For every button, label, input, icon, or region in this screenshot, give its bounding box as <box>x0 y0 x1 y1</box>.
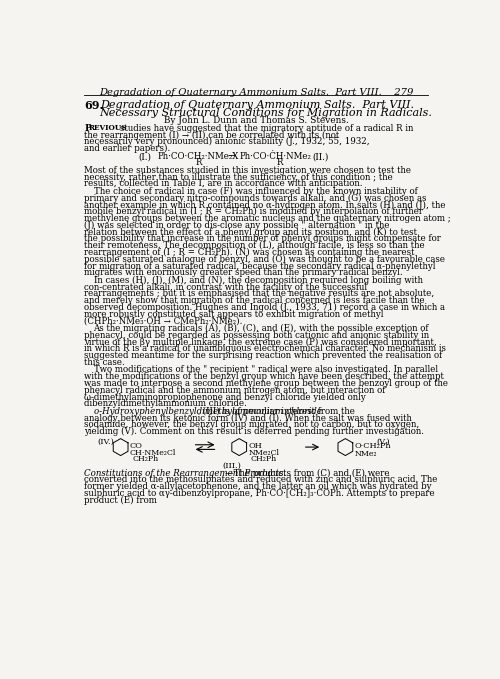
Text: in which R is a radical of unambiguous electrochemical character. No mechanism i: in which R is a radical of unambiguous e… <box>84 344 446 353</box>
Text: sulphuric acid to αγ-dibenzoylpropane, Ph·CO·[CH₂]₃·COPh. Attempts to prepare: sulphuric acid to αγ-dibenzoylpropane, P… <box>84 489 435 498</box>
Text: o-Hydroxyphenylbenzyldimethylammonium chloride: o-Hydroxyphenylbenzyldimethylammonium ch… <box>94 407 322 416</box>
Text: rearrangements ; but it is emphasised that the negative results are not absolute: rearrangements ; but it is emphasised th… <box>84 289 434 298</box>
Text: (V.): (V.) <box>376 438 390 446</box>
Text: R: R <box>196 158 202 167</box>
Text: OH: OH <box>248 443 262 450</box>
Text: relation between the effect of a phenyl group and its position, and (K) to test: relation between the effect of a phenyl … <box>84 227 417 237</box>
Text: primary and secondary nitro-compounds towards alkali, and (G) was chosen as: primary and secondary nitro-compounds to… <box>84 194 426 203</box>
Text: sodamide, however, the benzyl group migrated, not to carbon, but to oxygen,: sodamide, however, the benzyl group migr… <box>84 420 419 429</box>
Text: phenacyl radical and the ammonium nitrogen atom, but interaction of: phenacyl radical and the ammonium nitrog… <box>84 386 386 394</box>
Text: (I.): (I.) <box>138 152 151 162</box>
Text: was made to interpose a second methylene group between the benzoyl group of the: was made to interpose a second methylene… <box>84 379 448 388</box>
Text: virtue of the βγ multiple linkage, the extreme case (P) was considered important: virtue of the βγ multiple linkage, the e… <box>84 337 437 347</box>
Text: the rearrangement (I) → (II) can be correlated with its (not: the rearrangement (I) → (II) can be corr… <box>84 130 340 140</box>
Text: 69.: 69. <box>84 100 103 111</box>
Text: As the migrating radicals (A), (B), (C), and (E), with the possible exception of: As the migrating radicals (A), (B), (C),… <box>94 324 429 333</box>
Text: (III) is of peculiar interest from the: (III) is of peculiar interest from the <box>200 407 354 416</box>
Text: Ph·CO·CH₂·NMe₂X: Ph·CO·CH₂·NMe₂X <box>158 152 239 162</box>
Text: product (E) from: product (E) from <box>84 496 157 505</box>
Text: methylene groups between the aromatic nucleus and the quaternary nitrogen atom ;: methylene groups between the aromatic nu… <box>84 214 451 223</box>
Text: R: R <box>276 158 283 167</box>
Text: phenacyl, could be regarded as possessing both cationic and anionic stability in: phenacyl, could be regarded as possessin… <box>84 331 430 340</box>
Text: this case.: this case. <box>84 358 125 367</box>
Text: dibenzyldimethylammonium chloride.: dibenzyldimethylammonium chloride. <box>84 399 247 408</box>
Text: REVIOUS: REVIOUS <box>88 124 127 132</box>
Text: another example in which R contained no α-hydrogen atom. In salts (H) and (J), t: another example in which R contained no … <box>84 200 446 210</box>
Text: with the modifications of the benzyl group which have been described, the attemp: with the modifications of the benzyl gro… <box>84 372 444 381</box>
Text: (CHPh₂·NMe₃·OH → CMePh₂·NMe₂).: (CHPh₂·NMe₃·OH → CMePh₂·NMe₂). <box>84 316 242 325</box>
Text: Most of the substances studied in this investigation were chosen to test the: Most of the substances studied in this i… <box>84 166 411 175</box>
Text: studies have suggested that the migratory aptitude of a radical R in: studies have suggested that the migrator… <box>120 124 413 132</box>
Text: Degradation of Quaternary Ammonium Salts.  Part VIII.    279: Degradation of Quaternary Ammonium Salts… <box>99 88 414 96</box>
Text: more robustly constituted salt appears to exhibit migration of methyl: more robustly constituted salt appears t… <box>84 310 384 318</box>
Text: Necessary Structural Conditions for Migration in Radicals.: Necessary Structural Conditions for Migr… <box>100 109 432 118</box>
Text: converted into the methosulphates and reduced with zinc and sulphuric acid. The: converted into the methosulphates and re… <box>84 475 438 484</box>
Text: for migration of a saturated radical, because the secondary radical α-phenylethy: for migration of a saturated radical, be… <box>84 261 436 270</box>
Text: results, collected in Table I, are in accordance with anticipation.: results, collected in Table I, are in ac… <box>84 179 362 189</box>
Text: By John L. Dunn and Thomas S. Stevens.: By John L. Dunn and Thomas S. Stevens. <box>164 116 348 125</box>
Text: (IV.): (IV.) <box>98 438 114 446</box>
Text: Constitutions of the Rearrangement Products.: Constitutions of the Rearrangement Produ… <box>84 469 286 477</box>
Text: con-centrated alkali, in contrast with the facility of the successful: con-centrated alkali, in contrast with t… <box>84 282 368 291</box>
Text: necessarily very pronounced) anionic stability (J., 1932, 55, 1932,: necessarily very pronounced) anionic sta… <box>84 137 370 147</box>
Text: and merely show that migration of the radical concerned is less facile than the: and merely show that migration of the ra… <box>84 296 425 305</box>
Text: (III.): (III.) <box>222 462 241 470</box>
Text: In cases (H), (J), (M), and (N), the decomposition required long boiling with: In cases (H), (J), (M), and (N), the dec… <box>94 276 422 285</box>
Text: the possibility that increase in the number of phenyl groups might compensate fo: the possibility that increase in the num… <box>84 234 441 243</box>
Text: necessity, rather than to illustrate the sufficiency, of this condition ; the: necessity, rather than to illustrate the… <box>84 172 393 182</box>
Text: mobile benzyl radical in (I ; R = CH₂Ph) is modified by interpolation of further: mobile benzyl radical in (I ; R = CH₂Ph)… <box>84 207 423 217</box>
Text: The choice of radical in case (F) was influenced by the known instability of: The choice of radical in case (F) was in… <box>94 187 417 196</box>
Text: possible saturated analogue of benzyl, and (O) was thought to be a favourable ca: possible saturated analogue of benzyl, a… <box>84 255 445 264</box>
Text: O·CH₂Ph: O·CH₂Ph <box>354 443 392 450</box>
Text: rearrangement of (I ; R = CH₂Ph). (N) was chosen as containing the nearest: rearrangement of (I ; R = CH₂Ph). (N) wa… <box>84 248 414 257</box>
Text: observed decomposition. Hughes and Ingold (J., 1933, 71) record a case in which : observed decomposition. Hughes and Ingol… <box>84 303 445 312</box>
Text: CH₂Ph: CH₂Ph <box>132 455 158 463</box>
Text: →: → <box>228 152 236 162</box>
Text: (J) was selected in order to dis-close any possible " alternation " in the: (J) was selected in order to dis-close a… <box>84 221 390 230</box>
Text: analogy between its ketonic form (IV) and (I). When the salt was fused with: analogy between its ketonic form (IV) an… <box>84 414 412 423</box>
Text: (II.): (II.) <box>313 152 329 162</box>
Text: ω-dimethylaminopropiophenone and benzyl chloride yielded only: ω-dimethylaminopropiophenone and benzyl … <box>84 392 366 401</box>
Text: suggested meantime for the surprising reaction which prevented the realisation o: suggested meantime for the surprising re… <box>84 351 442 360</box>
Text: former yielded α-allylacetophenone, and the latter an oil which was hydrated by: former yielded α-allylacetophenone, and … <box>84 482 432 491</box>
Text: and earlier papers).: and earlier papers). <box>84 144 170 153</box>
Text: migrates with enormously greater speed than the primary radical benzyl.: migrates with enormously greater speed t… <box>84 268 403 277</box>
Text: Ph·CO·ĊH·NMe₂: Ph·CO·ĊH·NMe₂ <box>239 152 311 162</box>
Text: Degradation of Quaternary Ammonium Salts.  Part VIII.: Degradation of Quaternary Ammonium Salts… <box>100 100 413 110</box>
Text: CO: CO <box>130 443 143 450</box>
Text: yielding (V). Comment on this result is deferred pending further investigation.: yielding (V). Comment on this result is … <box>84 427 424 437</box>
Text: Two modifications of the " recipient " radical were also investigated. In parall: Two modifications of the " recipient " r… <box>94 365 438 374</box>
Text: CH·NMe₂Cl: CH·NMe₂Cl <box>130 449 176 456</box>
Text: their remoteness. The decomposition of (L), although facile, is less so than the: their remoteness. The decomposition of (… <box>84 241 425 251</box>
Text: NMe₂: NMe₂ <box>354 450 377 458</box>
Text: P: P <box>84 124 91 132</box>
Text: NMe₂Cl: NMe₂Cl <box>248 449 280 456</box>
Text: —The products from (C) and (E) were: —The products from (C) and (E) were <box>225 469 390 478</box>
Text: CH₂Ph: CH₂Ph <box>251 455 277 463</box>
